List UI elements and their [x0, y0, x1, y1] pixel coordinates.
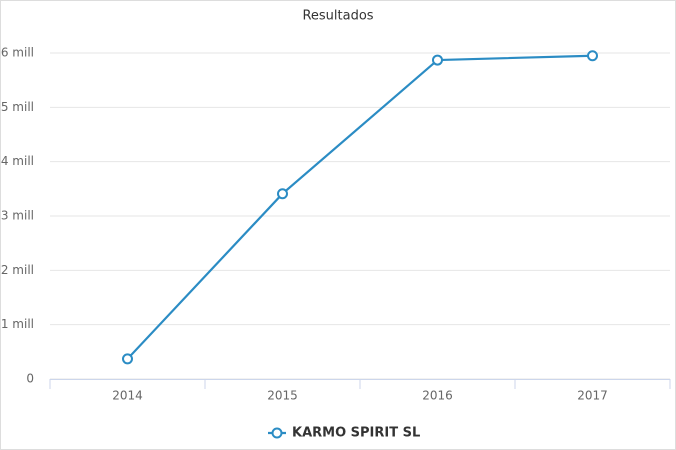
- data-point: [122, 353, 133, 365]
- y-tick-label: 3 mill: [1, 209, 34, 223]
- legend-marker: [271, 427, 283, 439]
- chart-title: Resultados: [302, 9, 373, 24]
- y-tick-label: 0: [26, 372, 34, 386]
- data-point: [277, 188, 288, 200]
- x-tick-label: 2015: [267, 389, 298, 403]
- data-point: [432, 54, 443, 66]
- y-tick-label: 5 mill: [1, 100, 34, 114]
- y-tick-label: 2 mill: [1, 263, 34, 277]
- x-tick-label: 2014: [112, 389, 143, 403]
- legend-label: KARMO SPIRIT SL: [292, 426, 420, 441]
- data-point: [587, 50, 598, 62]
- y-tick-label: 1 mill: [1, 317, 34, 331]
- y-tick-label: 6 mill: [1, 46, 34, 60]
- series-line: [126, 54, 593, 360]
- x-tick-label: 2016: [422, 389, 453, 403]
- x-tick-label: 2017: [577, 389, 608, 403]
- y-tick-label: 4 mill: [1, 154, 34, 168]
